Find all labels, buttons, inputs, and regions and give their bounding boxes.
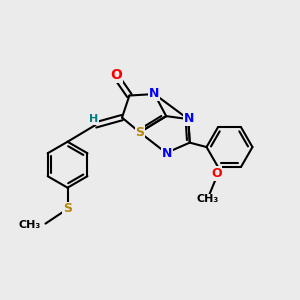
Text: O: O — [110, 68, 122, 82]
Text: O: O — [211, 167, 222, 180]
Text: H: H — [89, 114, 99, 124]
Text: N: N — [148, 87, 159, 100]
Text: CH₃: CH₃ — [19, 220, 41, 230]
Text: CH₃: CH₃ — [196, 194, 218, 204]
Text: S: S — [63, 202, 72, 215]
Text: S: S — [135, 126, 144, 139]
Text: N: N — [184, 112, 194, 125]
Text: N: N — [162, 147, 172, 160]
